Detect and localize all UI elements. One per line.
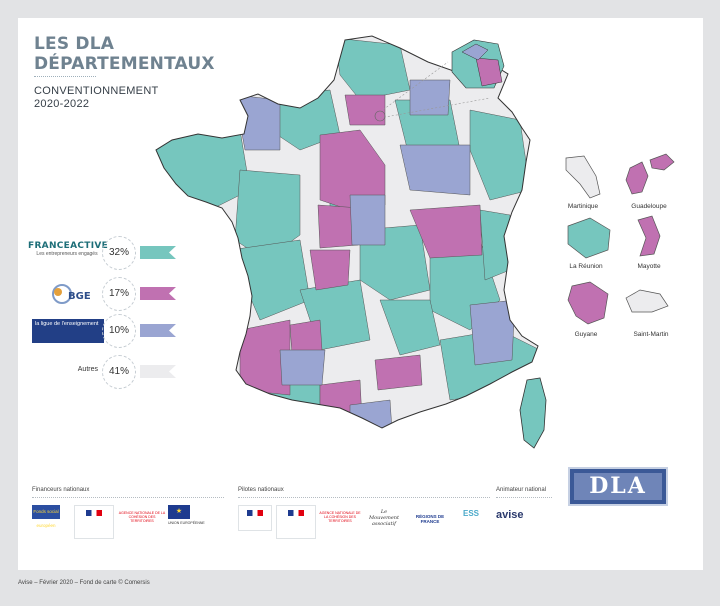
territory-mayotte <box>637 215 661 257</box>
label-martinique: Martinique <box>567 203 599 210</box>
france-active-logo: FRANCEACTIVE Les entrepreneurs engagés <box>28 241 109 265</box>
anct-logo-1-text: AGENCE NATIONALE DE LA COHÉSION DES TERR… <box>118 511 166 523</box>
page-title: LES DLA DÉPARTEMENTAUX <box>34 34 215 74</box>
financeurs-divider <box>32 497 224 498</box>
animateur-divider <box>496 497 552 498</box>
territory-saint-martin <box>625 289 669 313</box>
anct-logo-2: AGENCE NATIONALE DE LA COHÉSION DES TERR… <box>318 505 362 527</box>
legend-percent: 10% <box>102 314 136 348</box>
autres-label: Autres <box>28 366 106 390</box>
paris-inset <box>374 39 505 122</box>
eu-logo-label: UNION EUROPÉENNE <box>168 521 206 529</box>
overseas-territories <box>565 153 675 325</box>
subtitle: CONVENTIONNEMENT 2020-2022 <box>34 85 159 111</box>
ministere-logo-1 <box>74 505 114 539</box>
credits: Avise – Février 2020 – Fond de carte © C… <box>18 580 150 586</box>
territory-guyane <box>567 281 609 325</box>
fse-logo-text: Fonds social européen <box>32 505 60 528</box>
legend-swatch <box>140 287 176 300</box>
legend-percent: 41% <box>102 355 136 389</box>
ligue-logo-text: la ligue de l'enseignement <box>32 319 104 343</box>
legend-swatch <box>140 324 176 337</box>
legend-item-autres: Autres 41% <box>18 354 188 390</box>
avise-logo-text: avise <box>496 509 524 521</box>
bge-logo-mark: BGE <box>52 284 91 304</box>
title-divider <box>34 76 96 77</box>
legend-percent: 32% <box>102 236 136 270</box>
eu-flag-logo: ★ <box>168 505 190 519</box>
dla-logo: DLA <box>568 467 668 506</box>
ministere-logo-2 <box>238 505 272 531</box>
autres-text: Autres <box>77 366 98 373</box>
legend-swatch <box>140 365 176 378</box>
ligue-enseignement-logo: la ligue de l'enseignement <box>28 319 106 343</box>
label-guyane: Guyane <box>574 331 598 338</box>
regions-logo-text: RÉGIONS DE FRANCE <box>415 514 445 524</box>
anct-logo-2-text: AGENCE NATIONALE DE LA COHÉSION DES TERR… <box>319 511 361 523</box>
legend-item-ligue: la ligue de l'enseignement 10% <box>18 313 188 349</box>
animateur-heading: Animateur national <box>496 487 547 493</box>
label-reunion: La Réunion <box>569 263 603 270</box>
legend-swatch <box>140 246 176 259</box>
mouvement-associatif-logo: Le Mouvement associatif <box>366 505 402 529</box>
label-guadeloupe: Guadeloupe <box>631 203 667 210</box>
pilotes-heading: Pilotes nationaux <box>238 487 284 493</box>
financeurs-heading: Financeurs nationaux <box>32 487 90 493</box>
corse <box>519 377 547 449</box>
label-saint-martin: Saint-Martin <box>633 331 669 338</box>
legend-item-bge: BGE 17% <box>18 276 188 312</box>
legend-percent: 17% <box>102 277 136 311</box>
partners-footer: Financeurs nationaux Pilotes nationaux A… <box>18 487 703 552</box>
france-active-logo-tagline: Les entrepreneurs engagés <box>36 251 98 257</box>
france-active-logo-text: FRANCEACTIVE <box>28 241 109 251</box>
territory-martinique <box>565 155 601 199</box>
regions-de-france-logo: RÉGIONS DE FRANCE <box>410 507 450 527</box>
anct-logo-1: AGENCE NATIONALE DE LA COHÉSION DES TERR… <box>118 505 166 527</box>
france-outline <box>155 35 539 429</box>
subtitle-line-1: CONVENTIONNEMENT <box>34 85 159 97</box>
avise-logo: avise <box>496 505 550 527</box>
mainland-departments <box>156 36 538 428</box>
legend-item-franceactive: FRANCEACTIVE Les entrepreneurs engagés 3… <box>18 235 188 271</box>
ess-france-logo: ESS <box>456 505 486 529</box>
svg-text:BGE: BGE <box>68 291 91 302</box>
territory-guadeloupe <box>625 153 675 195</box>
eu-logo-text: UNION EUROPÉENNE <box>168 521 205 525</box>
subtitle-line-2: 2020-2022 <box>34 98 90 110</box>
fse-logo: Fonds social européen <box>32 505 60 528</box>
label-mayotte: Mayotte <box>637 263 661 270</box>
ministere-logo-3 <box>276 505 316 539</box>
title-line-1: LES DLA <box>34 34 115 54</box>
pilotes-divider <box>238 497 490 498</box>
title-line-2: DÉPARTEMENTAUX <box>34 54 215 74</box>
mouvement-logo-text: Le Mouvement associatif <box>368 509 400 527</box>
territory-reunion <box>567 217 611 259</box>
bge-logo: BGE <box>28 282 106 306</box>
dla-logo-text: DLA <box>574 473 662 500</box>
